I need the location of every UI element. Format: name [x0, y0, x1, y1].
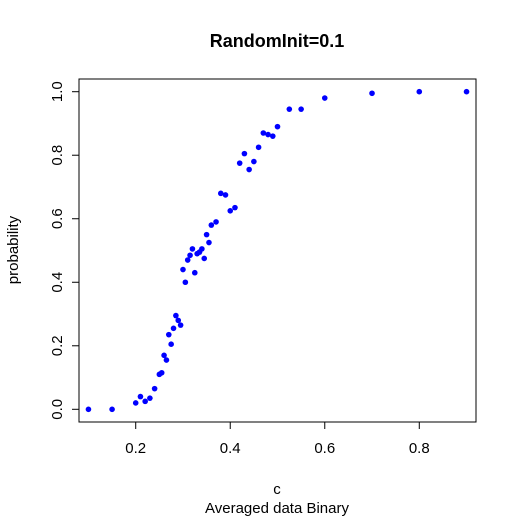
x-axis-label: c [273, 481, 281, 498]
data-point [151, 385, 158, 392]
data-point [175, 317, 182, 324]
data-point [269, 133, 276, 139]
data-point [182, 279, 189, 286]
data-point [416, 88, 423, 95]
x-tick-label: 0.2 [125, 440, 146, 457]
chart-subtitle: Averaged data Binary [205, 500, 349, 517]
data-point [189, 246, 196, 252]
y-tick-label: 1.0 [49, 81, 66, 102]
data-point [206, 239, 212, 246]
y-axis: 0.0 0.2 0.4 0.6 0.8 1.0 [49, 81, 79, 420]
data-point [208, 222, 215, 228]
y-tick-label: 0.2 [49, 335, 66, 356]
y-axis-label: probability [5, 215, 22, 284]
data-point [251, 158, 257, 165]
data-point [158, 369, 165, 376]
data-point [147, 395, 153, 401]
data-point [203, 231, 210, 238]
x-tick-label: 0.4 [220, 440, 241, 457]
data-point [85, 406, 92, 413]
data-point [109, 406, 115, 413]
data-point [463, 88, 470, 95]
data-point [168, 341, 174, 347]
data-point [222, 192, 229, 198]
data-points [85, 88, 470, 413]
data-point [286, 106, 293, 112]
data-point [165, 331, 172, 338]
data-point [184, 257, 191, 263]
data-point [170, 325, 177, 332]
data-point [246, 166, 252, 173]
data-point [298, 106, 304, 112]
data-point [274, 123, 281, 130]
data-point [255, 144, 262, 151]
data-point [177, 322, 184, 328]
data-point [321, 95, 328, 101]
data-point [265, 131, 271, 138]
data-point [201, 255, 208, 262]
data-point [163, 357, 170, 363]
y-tick-label: 0.4 [49, 272, 66, 293]
data-point [142, 398, 148, 405]
data-point [217, 190, 224, 197]
chart-title: RandomInit=0.1 [210, 31, 345, 51]
data-point [191, 269, 198, 276]
data-point [241, 150, 248, 157]
data-point [199, 246, 205, 252]
y-tick-label: 0.0 [49, 399, 66, 420]
data-point [213, 219, 219, 225]
y-tick-label: 0.8 [49, 145, 66, 166]
data-point [187, 252, 193, 259]
data-point [161, 352, 167, 359]
data-point [369, 90, 375, 97]
data-point [227, 208, 234, 214]
data-point [236, 160, 243, 166]
data-point [232, 204, 238, 211]
data-point [173, 312, 179, 319]
plot-frame [78, 78, 477, 423]
data-point [180, 266, 186, 273]
x-tick-label: 0.6 [314, 440, 335, 457]
data-point [132, 400, 139, 406]
data-point [260, 130, 267, 136]
x-axis: 0.2 0.4 0.6 0.8 [125, 422, 430, 457]
data-point [137, 393, 144, 400]
x-tick-label: 0.8 [409, 440, 430, 457]
y-tick-label: 0.6 [49, 208, 66, 229]
